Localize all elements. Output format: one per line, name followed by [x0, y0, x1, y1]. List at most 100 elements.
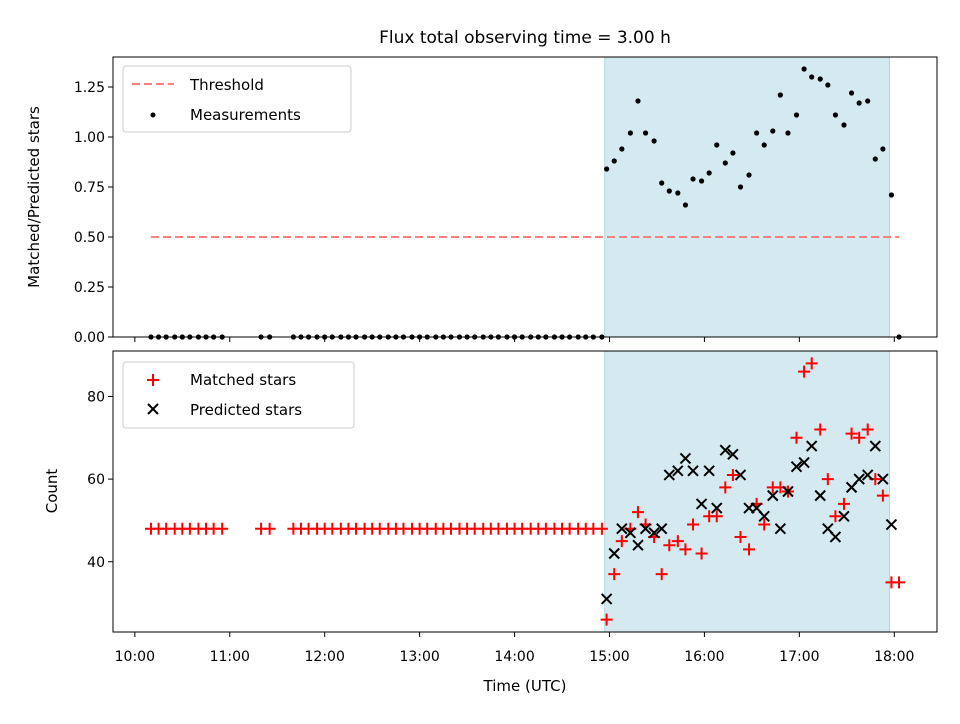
measurements-point — [761, 142, 767, 148]
bottom-y-tick-label: 80 — [87, 389, 105, 405]
top-panel: 0.00 0.25 0.50 0.75 1.00 1.25 Matched/Predict… — [25, 56, 938, 346]
matched-stars-point — [687, 518, 700, 531]
measurements-point — [848, 90, 855, 96]
matched-stars-point — [710, 510, 723, 523]
matched-stars-point — [861, 423, 874, 436]
matched-stars-point — [608, 568, 621, 581]
top-legend-box — [122, 65, 352, 133]
x-tick-label: 16:00 — [684, 649, 724, 665]
x-tick-label: 17:00 — [779, 649, 819, 665]
matched-stars-point — [743, 543, 756, 556]
bottom-y-tick-label: 40 — [87, 555, 105, 571]
top-y-tick-label: 1.25 — [74, 80, 105, 96]
measurements-legend-label: Measurements — [190, 106, 301, 124]
matched-stars-point — [600, 613, 613, 626]
x-tick-label: 13:00 — [399, 649, 439, 665]
matched-stars-point — [758, 518, 771, 531]
top-y-tick-label: 0.75 — [74, 180, 105, 196]
x-tick-label: 12:00 — [305, 649, 345, 665]
bottom-y-tick-label: 60 — [87, 472, 105, 488]
measurements-point — [754, 130, 760, 136]
x-axis-label: Time (UTC) — [483, 677, 567, 695]
measurements-point — [627, 130, 633, 136]
predicted-stars-point — [838, 510, 850, 523]
measurements-point — [675, 190, 681, 196]
measurements-point — [737, 184, 744, 190]
measurements-point — [706, 170, 712, 176]
top-y-axis-label: Matched/Predicted stars — [25, 106, 43, 288]
top-y-axis: 0.00 0.25 0.50 0.75 1.00 1.25 — [74, 80, 113, 346]
predicted-legend-swatch — [147, 403, 159, 415]
predicted-stars-point — [814, 489, 826, 502]
predicted-stars-point — [805, 440, 818, 452]
bottom-panel: 40 60 80 10:00 11:00 12:00 13:00 14:00 15:00 16:… — [43, 350, 938, 695]
matched-stars-point — [615, 535, 628, 548]
bottom-panel-frame — [112, 350, 938, 633]
matched-stars-point — [695, 547, 708, 560]
measurements-point — [746, 172, 752, 178]
measurements-point — [872, 156, 878, 162]
predicted-legend-label: Predicted stars — [190, 401, 302, 419]
top-marks — [148, 66, 902, 340]
x-tick-label: 11:00 — [210, 649, 250, 665]
measurements-point — [770, 128, 776, 134]
bottom-panel-span — [604, 350, 891, 633]
measurements-point — [642, 130, 649, 136]
top-x-ticks — [134, 337, 895, 342]
measurements-point — [888, 192, 895, 198]
matched-stars-point — [655, 568, 668, 581]
matched-stars-point — [837, 497, 850, 510]
bottom-marks — [144, 357, 906, 626]
measurements-point — [801, 66, 807, 72]
bottom-y-axis: 40 60 80 — [87, 389, 113, 571]
predicted-stars-point — [885, 518, 898, 531]
measurements-point — [730, 150, 736, 156]
bottom-legend-box — [122, 361, 355, 429]
measurements-point — [817, 76, 823, 82]
measurements-point — [698, 178, 705, 184]
measurements-point — [785, 130, 791, 136]
predicted-stars-point — [719, 444, 732, 456]
predicted-stars-point — [663, 469, 676, 481]
predicted-stars-point — [711, 502, 723, 514]
top-panel-span — [604, 56, 891, 338]
top-y-tick-label: 0.00 — [74, 330, 105, 346]
predicted-stars-point — [861, 469, 874, 481]
predicted-stars-point — [687, 465, 699, 477]
predicted-stars-point — [703, 465, 715, 477]
predicted-stars-point — [727, 448, 739, 461]
predicted-stars-point — [758, 510, 770, 523]
predicted-stars-point — [639, 522, 652, 535]
matched-stars-point — [726, 468, 739, 481]
predicted-stars-point — [877, 473, 889, 485]
measurements-point — [666, 188, 672, 194]
matched-stars-point — [821, 473, 834, 486]
x-tick-label: 15:00 — [589, 649, 629, 665]
predicted-stars-point — [869, 440, 882, 452]
top-panel-frame — [112, 56, 938, 338]
predicted-stars-point — [648, 527, 660, 539]
matched-stars-point — [893, 576, 906, 589]
matched-stars-point — [679, 543, 692, 556]
threshold-legend-label: Threshold — [189, 76, 264, 94]
top-y-tick-label: 0.25 — [74, 280, 105, 296]
predicted-stars-point — [829, 531, 842, 543]
predicted-stars-point — [600, 593, 613, 605]
matched-stars-point — [719, 481, 732, 494]
x-tick-label: 10:00 — [115, 649, 155, 665]
measurements-point — [777, 92, 783, 98]
matched-legend-label: Matched stars — [190, 371, 296, 389]
measurements-point — [856, 100, 862, 106]
measurements-point — [722, 160, 728, 166]
matched-stars-point — [263, 522, 276, 535]
measurements-point — [793, 112, 800, 118]
matched-stars-point — [790, 431, 803, 444]
top-legend: Threshold Measurements — [122, 65, 352, 133]
predicted-stars-point — [790, 460, 803, 473]
matched-stars-point — [631, 506, 644, 519]
matched-stars-point — [805, 357, 818, 370]
matched-stars-point — [734, 530, 747, 543]
matched-stars-point — [671, 535, 684, 548]
measurements-point — [714, 142, 720, 148]
